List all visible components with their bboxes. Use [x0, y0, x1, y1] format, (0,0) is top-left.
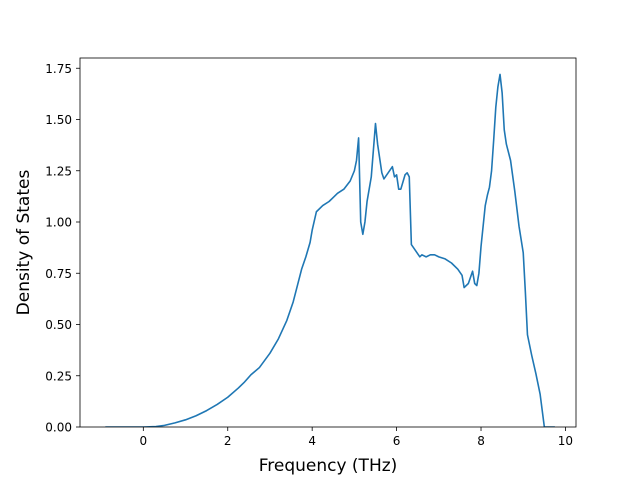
y-tick-label: 1.25 [45, 164, 72, 178]
line-layer [105, 73, 555, 427]
y-tick-label: 0.75 [45, 267, 72, 281]
y-axis-label: Density of States [14, 170, 34, 316]
y-tick-label: 1.00 [45, 216, 72, 230]
y-tick-label: 0.00 [45, 421, 72, 435]
x-axis-label: Frequency (THz) [259, 456, 398, 476]
x-axis: 0 2 4 6 8 10 [139, 427, 573, 448]
plot-frame [79, 57, 577, 428]
axes-layer [79, 57, 577, 428]
x-tick-label: 6 [393, 434, 401, 448]
x-tick-label: 10 [558, 434, 573, 448]
y-tick-label: 1.50 [45, 113, 72, 127]
x-tick-label: 0 [139, 434, 147, 448]
y-tick-label: 0.50 [45, 318, 72, 332]
x-tick-label: 2 [224, 434, 232, 448]
y-tick-label: 1.75 [45, 62, 72, 76]
x-tick-label: 8 [477, 434, 485, 448]
y-axis: 0.00 0.25 0.50 0.75 1.00 1.25 1.50 1.75 [45, 62, 80, 435]
y-tick-label: 0.25 [45, 369, 72, 383]
dos-series-line [105, 73, 555, 427]
x-tick-label: 4 [308, 434, 316, 448]
